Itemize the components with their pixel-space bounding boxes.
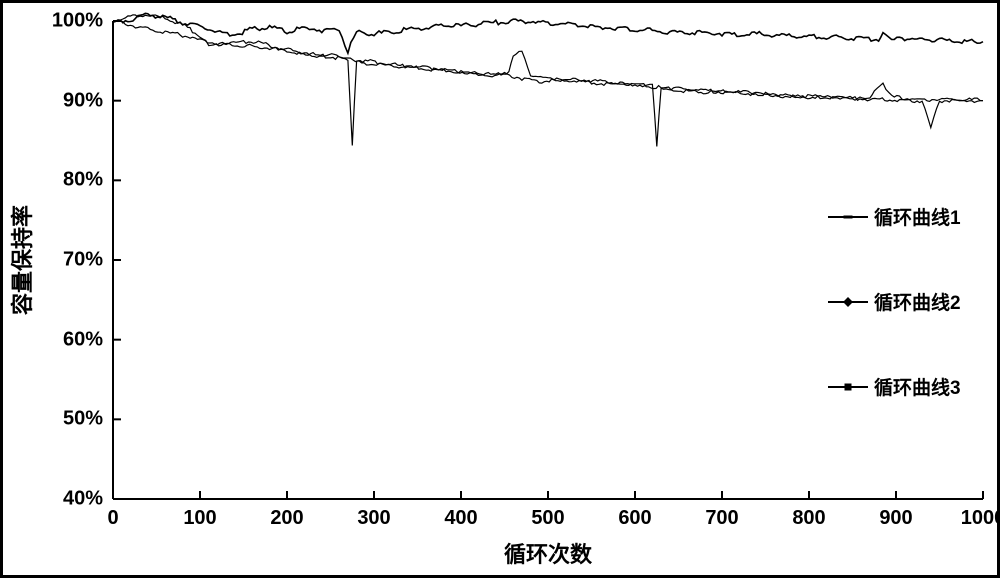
x-tick-label: 700	[705, 507, 738, 530]
legend-line-icon	[828, 386, 868, 388]
legend-item: 循环曲线2	[828, 288, 961, 315]
legend-label: 循环曲线3	[874, 373, 961, 400]
x-tick-label: 100	[183, 507, 216, 530]
legend-item: 循环曲线1	[828, 203, 961, 230]
y-tick-label: 40%	[63, 488, 103, 511]
y-tick-label: 80%	[63, 169, 103, 192]
x-tick-label: 600	[618, 507, 651, 530]
x-tick-label: 200	[270, 507, 303, 530]
x-tick-label: 400	[444, 507, 477, 530]
legend-label: 循环曲线1	[874, 203, 961, 230]
y-tick-label: 50%	[63, 408, 103, 431]
x-tick-label: 0	[107, 507, 118, 530]
x-tick-label: 800	[792, 507, 825, 530]
legend-marker-icon	[843, 297, 853, 307]
legend-line-icon	[828, 216, 868, 218]
x-tick-label: 1000	[961, 507, 1000, 530]
legend-marker-icon	[844, 215, 853, 218]
legend-label: 循环曲线2	[874, 288, 961, 315]
y-tick-label: 90%	[63, 89, 103, 112]
y-tick-label: 70%	[63, 249, 103, 272]
legend-line-icon	[828, 301, 868, 303]
legend-item: 循环曲线3	[828, 373, 961, 400]
chart-frame: 容量保持率 循环次数 循环曲线1循环曲线2循环曲线3 40%50%60%70%8…	[0, 0, 1000, 578]
x-tick-label: 500	[531, 507, 564, 530]
y-tick-label: 100%	[52, 10, 103, 33]
x-tick-label: 900	[879, 507, 912, 530]
y-tick-label: 60%	[63, 328, 103, 351]
legend-marker-icon	[845, 383, 852, 390]
x-tick-label: 300	[357, 507, 390, 530]
